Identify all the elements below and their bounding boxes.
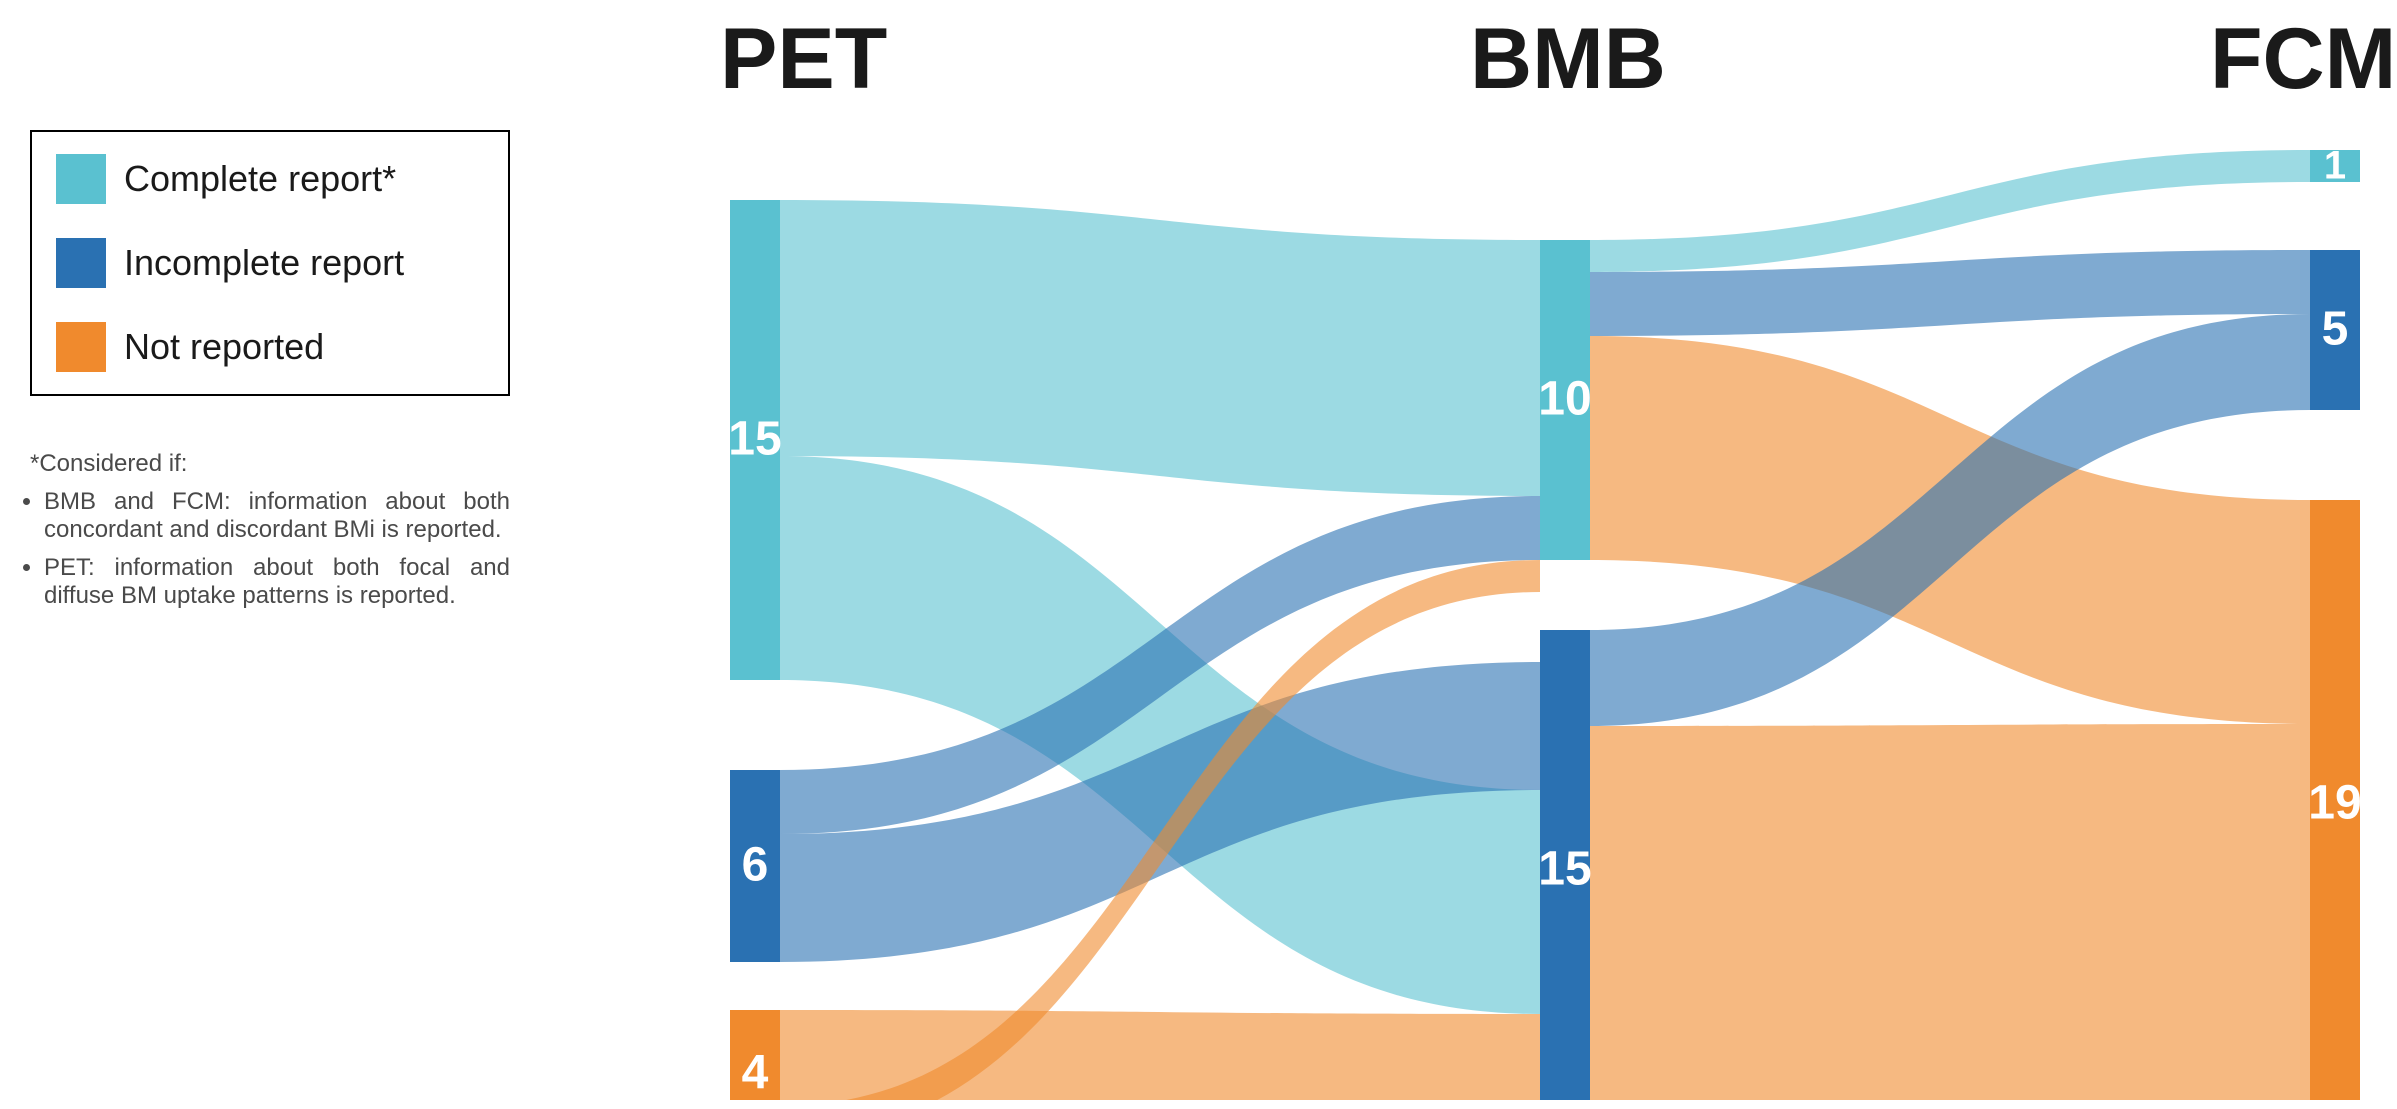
sankey-diagram: 156410151519 — [700, 100, 2390, 1100]
sankey-node-label-FCM_c: 1 — [2324, 144, 2346, 188]
sankey-node-label-BMB_i: 15 — [1538, 843, 1591, 896]
sankey-node-label-FCM_n: 19 — [2308, 777, 2361, 830]
footnote-bullet-2: PET: information about both focal and di… — [44, 554, 510, 610]
column-title-fcm: FCM — [2210, 10, 2396, 109]
legend-item-complete: Complete report* — [56, 154, 484, 204]
legend-label-notreported: Not reported — [124, 326, 324, 368]
column-title-pet: PET — [720, 10, 887, 109]
sankey-node-label-PET_n: 4 — [742, 1047, 769, 1100]
figure-canvas: PET BMB FCM Complete report* Incomplete … — [0, 0, 2397, 1109]
legend-label-incomplete: Incomplete report — [124, 242, 404, 284]
sankey-link — [1590, 724, 2310, 1100]
legend-swatch-incomplete — [56, 238, 106, 288]
sankey-link — [780, 200, 1540, 496]
legend: Complete report* Incomplete report Not r… — [30, 130, 510, 396]
legend-swatch-notreported — [56, 322, 106, 372]
column-title-bmb: BMB — [1470, 10, 1666, 109]
legend-swatch-complete — [56, 154, 106, 204]
legend-label-complete: Complete report* — [124, 158, 396, 200]
sankey-node-label-PET_c: 15 — [728, 413, 781, 466]
legend-item-notreported: Not reported — [56, 322, 484, 372]
footnote-bullet-1: BMB and FCM: information about both conc… — [44, 488, 510, 544]
sankey-node-label-PET_i: 6 — [742, 839, 769, 892]
legend-item-incomplete: Incomplete report — [56, 238, 484, 288]
footnote: *Considered if: BMB and FCM: information… — [30, 450, 510, 620]
sankey-link — [780, 1010, 1540, 1100]
sankey-node-label-FCM_i: 5 — [2322, 303, 2349, 356]
sankey-node-label-BMB_c: 10 — [1538, 373, 1591, 426]
footnote-title: *Considered if: — [30, 450, 510, 478]
